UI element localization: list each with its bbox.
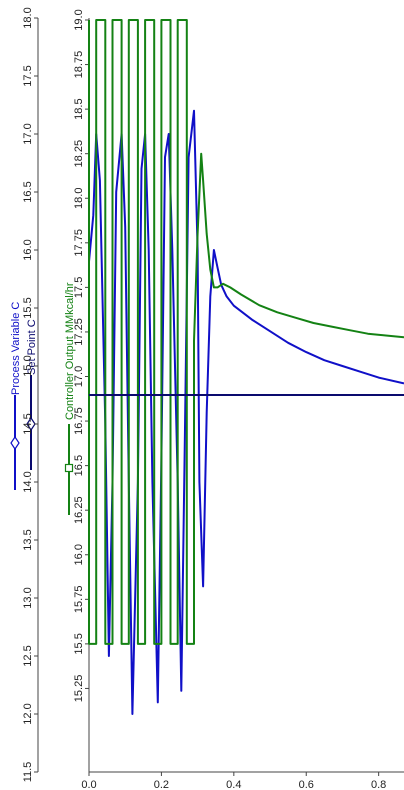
x-tick-label: 0.6 [299,779,314,790]
left-y-tick-label: 12.0 [22,703,34,724]
legend-item-controller-output: Controller Output MMkcal/hr [64,282,76,515]
right-y-tick-label: 18.75 [73,51,85,79]
x-tick-label: 0.0 [81,779,96,790]
left-y-tick-label: 17.5 [22,65,34,86]
right-y-tick-label: 18.25 [73,140,85,168]
right-y-tick-label: 17.25 [73,318,85,346]
x-tick-label: 0.4 [226,779,241,790]
left-y-tick-label: 14.0 [22,471,34,492]
left-y-tick-label: 13.5 [22,529,34,550]
plot-area [88,19,404,715]
right-y-tick-label: 18.0 [73,188,85,209]
left-y-tick-label: 12.5 [22,645,34,666]
right-y-tick-label: 17.0 [73,366,85,387]
right-y-tick-label: 17.5 [73,277,85,298]
x-tick-label: 0.8 [371,779,386,790]
x-tick-label: 0.2 [154,779,169,790]
left-y-tick-label: 15.0 [22,355,34,376]
right-y-tick-label: 16.5 [73,455,85,476]
legend-label-process-variable: Process Variable C [10,302,22,395]
series-line-controller-output [88,19,404,645]
left-y-tick-label: 16.5 [22,181,34,202]
left-y-tick-label: 15.5 [22,297,34,318]
legend-marker-diamond-icon [10,435,20,451]
legend-label-set-point: Set Point C [26,319,38,375]
series-line-process-variable [88,109,404,715]
right-y-tick-label: 18.5 [73,98,85,119]
left-y-tick-label: 16.0 [22,239,34,260]
legend-item-process-variable: Process Variable C [10,302,22,490]
legend-marker-square-icon [64,463,74,473]
left-y-tick-label: 18.0 [22,7,34,28]
right-y-tick-label: 17.75 [73,229,85,257]
axes: 11.5 12.0 12.5 13.0 13.5 14.0 14.5 15.0 15.5 16.0… [22,7,404,790]
legend-label-controller-output: Controller Output MMkcal/hr [64,282,76,420]
legend-marker-diamond-icon [26,416,36,432]
legend: Process Variable C Set Point C Controlle… [10,282,76,515]
right-y-tick-label: 16.0 [73,544,85,565]
right-y-tick-label: 15.75 [73,586,85,614]
left-y-tick-label: 13.0 [22,587,34,608]
legend-item-set-point: Set Point C [26,319,38,470]
right-y-tick-label: 19.0 [73,9,85,30]
right-y-tick-label: 15.25 [73,675,85,703]
left-y-tick-label: 17.0 [22,123,34,144]
left-y-tick-label: 11.5 [22,762,34,783]
right-y-tick-label: 16.25 [73,496,85,524]
left-y-tick-label: 14.5 [22,413,34,434]
right-y-tick-label: 15.5 [73,633,85,654]
right-y-tick-label: 16.75 [73,407,85,435]
